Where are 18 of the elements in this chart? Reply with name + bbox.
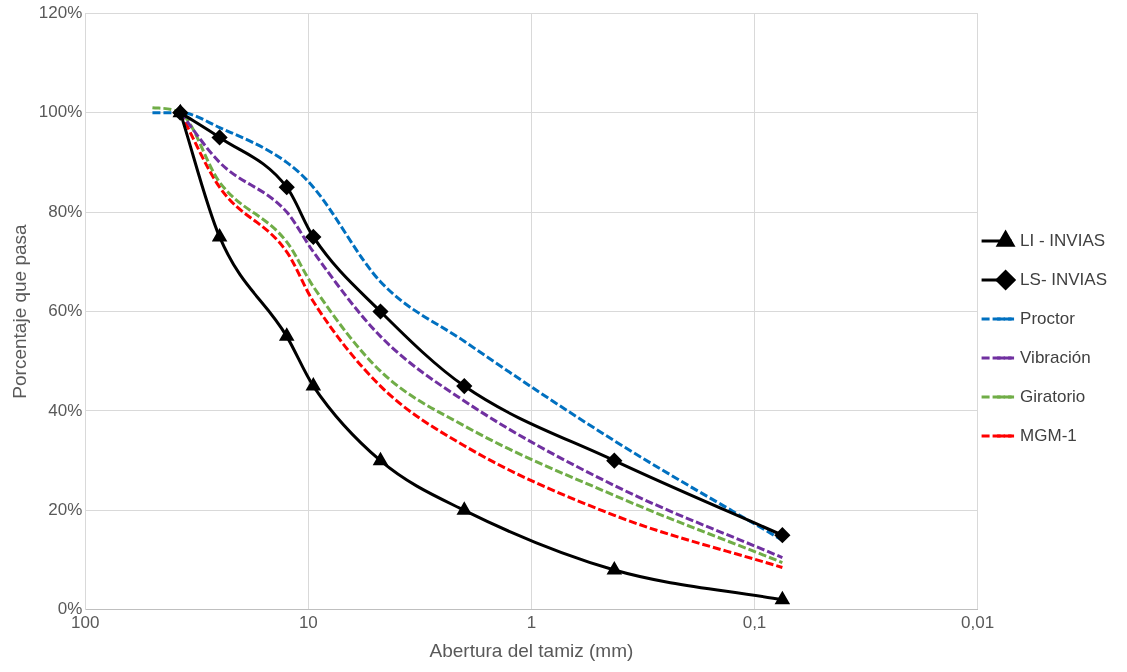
y-tick-label: 120% [38,2,83,22]
legend-label: Vibración [1020,347,1091,367]
x-tick-label: 10 [298,612,318,632]
y-tick-label: 60% [48,301,83,321]
legend-label: LI - INVIAS [1020,230,1106,250]
y-tick-label: 80% [48,201,83,221]
y-axis-title: Porcentaje que pasa [8,223,30,399]
x-tick-label: 0,01 [961,612,995,632]
legend-label: Proctor [1020,308,1076,328]
legend-label: MGM-1 [1020,425,1077,445]
x-tick-label: 0,1 [742,612,767,632]
legend-label: LS- INVIAS [1020,269,1107,289]
x-tick-label: 1 [526,612,537,632]
y-tick-label: 40% [48,400,83,420]
x-axis-title: Abertura del tamiz (mm) [429,639,634,661]
y-tick-label: 100% [38,102,83,122]
y-tick-label: 20% [48,500,83,520]
legend-label: Giratorio [1020,386,1086,406]
